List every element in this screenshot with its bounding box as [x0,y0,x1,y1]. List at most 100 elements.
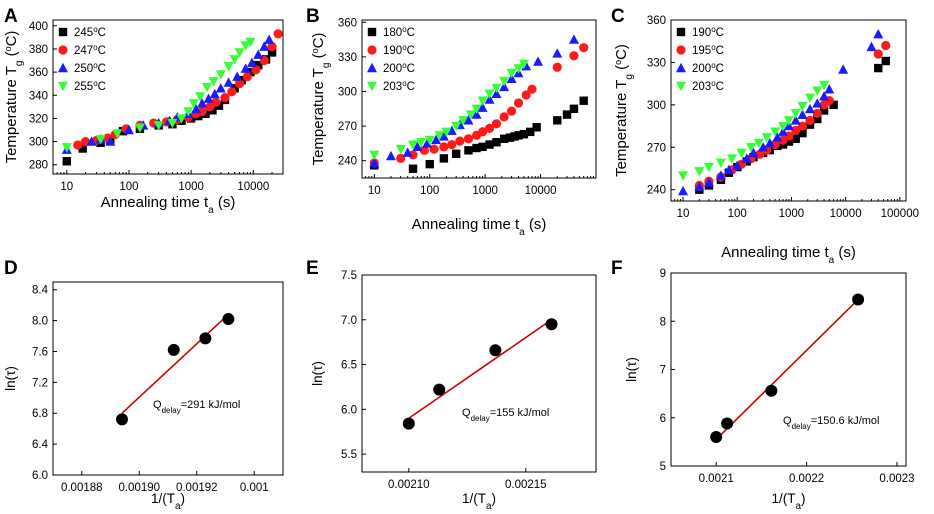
legend-entry: 203oC [367,79,415,93]
data-point [472,143,481,153]
x-tick-label: 0.00188 [61,482,103,494]
data-point [267,48,277,57]
x-tick-label: 0.00210 [388,479,430,491]
data-point [694,181,705,192]
data-point [240,41,251,51]
data-point [804,93,815,103]
data-point [220,92,230,103]
y-axis-label: ln(τ) [310,361,325,386]
data-point [772,132,783,142]
data-point [471,104,482,115]
x-tick-label: 10 [677,208,690,220]
data-point [434,131,445,141]
data-point [395,144,406,155]
x-tick-label: 10 [368,185,381,197]
data-point [791,125,801,135]
data-point [73,140,83,150]
data-point [553,116,562,125]
legend-label: 250oC [74,61,106,76]
y-tick-label: 300 [29,137,48,149]
data-point [463,115,474,125]
data-point [240,63,251,73]
data-point [167,343,180,356]
data-point [505,133,515,142]
series-255 [61,37,256,153]
data-point [484,94,495,104]
data-point [78,144,87,153]
y-axis-label: ln(τ) [624,357,639,382]
data-point [273,29,283,39]
series-200 [678,28,884,196]
data-point [153,121,164,131]
data-point [526,127,535,137]
data-point [223,62,234,72]
plot-frame [670,272,907,467]
data-point [569,51,579,61]
legend-marker [58,27,68,37]
data-point [464,146,473,155]
data-point [245,37,256,48]
panel-d: D 0.00188 0.00190 0.00192 0.001 6.0 6.4 6.8 7.2 7… [3,258,284,512]
legend-marker [676,45,686,55]
data-point [246,57,257,68]
data-point [214,101,224,110]
panel-c: C 10 100 1000 10000 100000 240 270 300 330 360 Anne… [611,6,919,266]
legend-label: 200oC [383,61,415,76]
data-point [499,81,510,92]
data-point [402,417,415,430]
fit-line [715,298,859,441]
data-point [798,128,807,138]
data-point [425,159,434,169]
fit-line [408,319,552,419]
legend-entry: 195oC [676,43,724,57]
data-point [402,147,413,157]
data-point [203,93,214,103]
legend-marker [367,62,377,73]
data-point [408,164,418,173]
data-point [234,48,245,58]
data-point [805,115,815,125]
data-point [721,417,734,430]
legend-marker [676,81,686,92]
x-tick-label: 10000 [525,185,557,197]
data-point [422,138,433,148]
y-axis-label: Temperature Tg (oC) [310,33,332,166]
data-point [369,150,380,161]
y-tick-label: 280 [29,160,48,172]
x-tick-label: 100 [728,208,747,220]
data-point [678,171,689,181]
legend-entry: 180oC [367,25,415,39]
activation-energy-label: Qdelay=291 kJ/mol [153,399,240,415]
data-point [506,73,517,84]
data-point [95,135,106,145]
x-tick-label: 1000 [178,181,204,193]
y-axis-label: ln(τ) [3,366,18,391]
data-point [866,41,877,52]
data-point [748,147,759,158]
panel-e: E 0.00210 0.00215 5.5 6.0 6.5 7.0 7.5 1/(Ta) ln(τ… [306,258,597,512]
data-point [396,153,406,163]
data-point [545,318,558,331]
legend-entry: 203oC [676,79,724,93]
data-point [710,431,723,444]
legend-label: 245oC [74,25,106,40]
plot-frame [52,281,284,476]
data-point [838,64,849,74]
data-point [764,137,775,148]
data-point [819,80,830,91]
data-point [514,131,523,140]
x-tick-label: 10000 [237,181,269,193]
data-point [116,413,128,426]
legend-marker [58,62,68,73]
data-point [229,55,240,65]
data-point [202,82,213,93]
panel-b: B 10 100 1000 10000 240 270 300 330 360 Annealing … [306,6,597,238]
data-point [447,139,457,150]
data-point [489,344,502,357]
legend-label: 247oC [74,43,106,58]
data-point [491,119,502,129]
y-axis-label: Temperature Tg (oC) [613,44,635,177]
data-point [485,140,494,149]
y-tick-label: 7.5 [341,270,357,282]
data-point [416,138,427,148]
